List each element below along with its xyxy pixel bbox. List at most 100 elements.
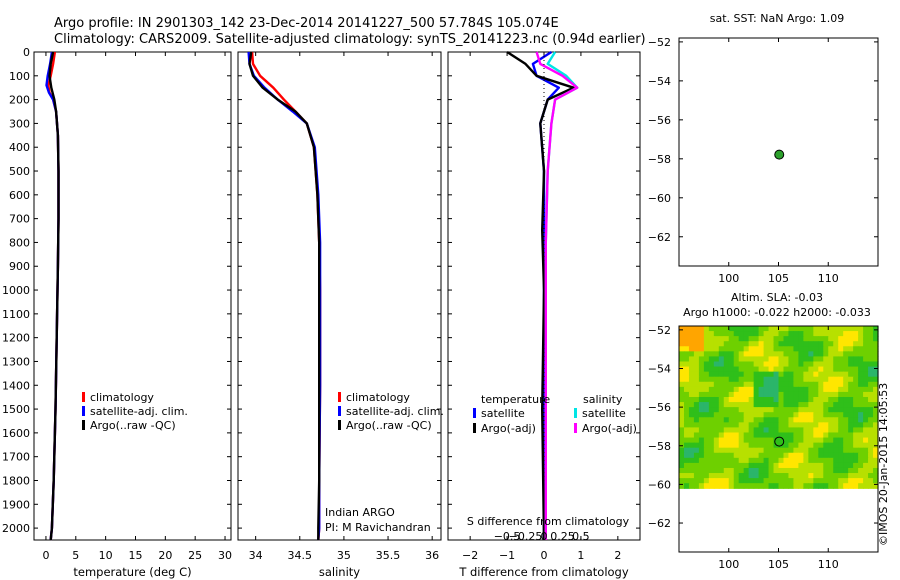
sla-cell xyxy=(813,467,819,474)
sla-cell xyxy=(818,473,824,479)
sla-cell xyxy=(698,356,705,363)
sla-cell xyxy=(803,412,809,418)
sla-cell xyxy=(773,462,780,469)
sla-cell xyxy=(738,432,745,439)
sla-cell xyxy=(863,351,869,358)
sla-cell xyxy=(818,341,824,347)
sla-cell xyxy=(863,371,869,378)
sla-cell xyxy=(713,371,720,378)
sla-cell xyxy=(863,381,869,388)
sla-cell xyxy=(843,356,849,363)
sla-cell xyxy=(773,427,780,434)
sla-cell xyxy=(868,326,874,332)
sla-cell xyxy=(853,483,859,489)
sla-cell xyxy=(733,356,740,363)
sla-cell xyxy=(703,356,710,363)
sla-cell xyxy=(763,422,770,429)
depth-tick-label: 1300 xyxy=(2,355,30,368)
sla-cell xyxy=(868,427,874,434)
sla-cell xyxy=(738,356,745,363)
sla-cell xyxy=(838,381,844,388)
sla-cell xyxy=(763,467,770,474)
sla-cell xyxy=(738,407,745,413)
sla-cell xyxy=(693,473,700,479)
sla-cell xyxy=(788,427,795,434)
sla-cell xyxy=(768,341,775,347)
sla-cell xyxy=(778,447,785,454)
sla-cell xyxy=(843,473,849,479)
sla-cell xyxy=(693,442,700,449)
depth-tick-label: 800 xyxy=(9,236,30,249)
sla-cell xyxy=(853,376,859,383)
sla-cell xyxy=(753,402,760,408)
sla-cell xyxy=(798,412,804,418)
sla-cell xyxy=(693,381,700,388)
sla-cell xyxy=(798,457,804,464)
sla-cell xyxy=(838,366,844,373)
sla-cell xyxy=(833,447,839,454)
sla-cell xyxy=(763,473,770,479)
sla-cell xyxy=(793,473,799,479)
sla-cell xyxy=(853,381,859,388)
sla-cell xyxy=(773,478,780,484)
sla-cell xyxy=(713,346,720,352)
sla-cell xyxy=(748,366,755,373)
sla-cell xyxy=(808,462,814,469)
sla_map-ytick-label: −56 xyxy=(648,401,671,414)
sla-cell xyxy=(753,361,760,368)
sla-cell xyxy=(823,402,829,408)
sla-cell xyxy=(798,452,804,459)
sla-cell xyxy=(848,341,854,347)
depth-tick-label: 0 xyxy=(23,46,30,59)
sla-cell xyxy=(693,351,700,358)
sla-cell xyxy=(683,391,690,398)
sla-cell xyxy=(783,331,790,337)
sla_map-title: Altim. SLA: -0.03 xyxy=(731,291,823,304)
sla-cell xyxy=(728,351,735,358)
sla-cell xyxy=(698,366,705,373)
sla-cell xyxy=(698,381,705,388)
sla-cell xyxy=(718,462,725,469)
sla-cell xyxy=(843,442,849,449)
sla-cell xyxy=(753,336,760,342)
sla-cell xyxy=(748,336,755,342)
sla-cell xyxy=(838,447,844,454)
sla-cell xyxy=(828,351,834,358)
sla-cell xyxy=(693,331,700,337)
sla-cell xyxy=(828,457,834,464)
sla-cell xyxy=(679,376,685,383)
sla-cell xyxy=(683,356,690,363)
depth-tick-label: 1500 xyxy=(2,403,30,416)
sla-cell xyxy=(798,366,804,373)
sla_map-panel: Altim. SLA: -0.03 Argo h1000: -0.022 h200… xyxy=(648,291,879,571)
temperature-series-argo-raw-qc- xyxy=(48,51,60,541)
sla-cell xyxy=(818,412,824,418)
sla-cell xyxy=(833,432,839,439)
sla-cell xyxy=(833,412,839,418)
sla-cell xyxy=(858,396,864,403)
sla-cell xyxy=(808,422,814,429)
sla-cell xyxy=(733,391,740,398)
temperature-frame xyxy=(33,51,232,541)
depth-tick-label: 2000 xyxy=(2,522,30,535)
sla-cell xyxy=(688,351,695,358)
sla-cell xyxy=(873,412,879,418)
sla-cell xyxy=(683,417,690,423)
sla-cell xyxy=(798,356,804,363)
sla-cell xyxy=(743,437,750,444)
sla-cell xyxy=(713,473,720,479)
sla-cell xyxy=(798,386,804,393)
sla-cell xyxy=(733,442,740,449)
sla-cell xyxy=(783,371,790,378)
sla-cell xyxy=(738,417,745,423)
sla-cell xyxy=(748,326,755,332)
sla-cell xyxy=(793,361,799,368)
sla-cell xyxy=(783,351,790,358)
sla-cell xyxy=(808,351,814,358)
sla-cell xyxy=(813,483,819,489)
sla-cell xyxy=(778,381,785,388)
sla-cell xyxy=(728,478,735,484)
sla-cell xyxy=(679,422,685,429)
sla-cell xyxy=(703,462,710,469)
sla-cell xyxy=(718,478,725,484)
